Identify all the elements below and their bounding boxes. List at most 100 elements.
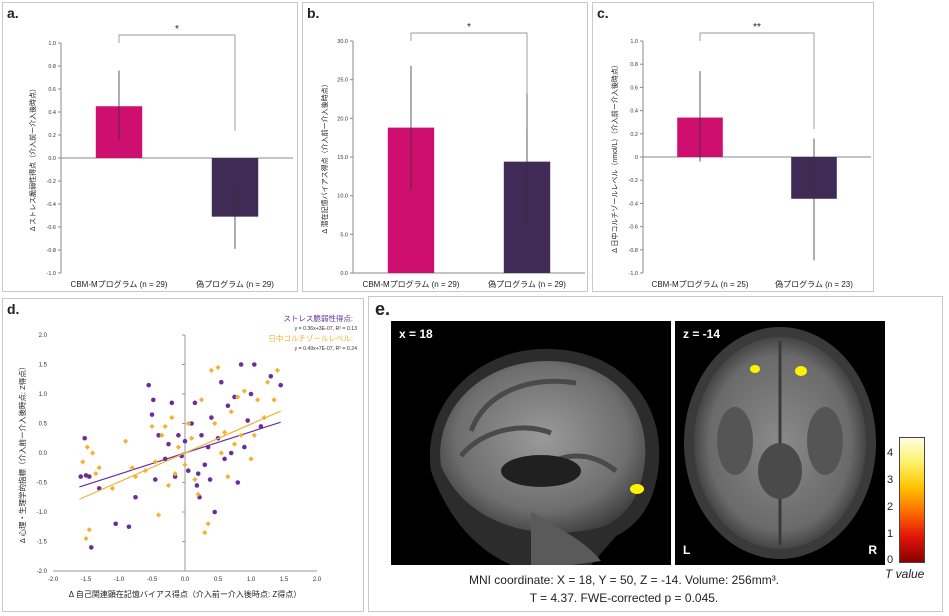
data-point-series-1 [151,397,156,403]
y-tick-label: 0.8 [630,62,638,68]
panel-e-label: e. [375,299,391,319]
left-hemisphere-marker: L [683,543,691,557]
y-tick-label: -0.8 [629,248,638,254]
data-point-series-1 [153,477,158,482]
category-label-2: 偽プログラム (n = 29) [488,279,566,289]
data-point-series-1 [169,400,175,406]
scatter-chart-d: -2.0 -1.5 -1.0 -0.5 0.0 0.5 1.0 1.5 2.0 2.0 1.5 1.0… [17,313,357,599]
data-point-series-2 [202,530,208,536]
data-point-series-2 [182,462,188,468]
data-point-series-2 [222,429,228,435]
x-tick-label: 1.5 [280,577,289,583]
data-point-series-1 [252,362,257,367]
data-point-series-1 [199,433,204,438]
bar-chart-b: 30.0 25.0 20.0 15.0 10.0 5.0 0.0 CBM-Mプログラム (n … [320,22,585,289]
data-point-series-1 [209,415,214,420]
y-tick-label: 10.0 [337,194,348,200]
data-point-series-2 [264,379,271,385]
colorbar-title: T value [885,567,925,581]
y-tick-label: 0.4 [48,110,56,116]
x-tick-label: 2.0 [313,577,322,583]
right-hemisphere-marker: R [868,543,877,557]
data-point-series-1 [162,456,168,462]
y-axis-title: Δ ストレス脆弱性得点（介入前ー介入後時点） [28,85,37,231]
brain-caption-line-1: MNI coordinate: X = 18, Y = 50, Z = -14.… [468,573,780,587]
data-point-series-1 [133,494,138,500]
data-point-series-1 [172,474,178,479]
x-tick-label: 0.5 [214,577,223,583]
data-point-series-1 [258,424,264,429]
colorbar-tick-4: 4 [887,447,894,459]
data-point-series-1 [126,524,132,530]
bar-chart-a: 1.0 0.8 0.6 0.4 0.2 0.0 -0.2 -0.4 -0.6 -0.8 -1.0 CB… [28,24,293,289]
data-point-series-2 [274,367,280,373]
x-axis-title: Δ 自己関連顕在記憶バイアス得点（介入前ー介入後時点: Z得点） [69,589,301,599]
x-tick-label: 0.0 [181,577,190,583]
data-point-series-1 [176,433,181,438]
data-point-series-2 [208,367,214,373]
colorbar-tick-2: 2 [887,501,894,513]
y-tick-label: 0 [635,155,638,161]
brain-caption-line-2: T = 4.37. FWE-corrected p = 0.045. [529,591,719,605]
data-point-series-1 [149,412,155,417]
y-tick-label: 15.0 [337,155,348,161]
data-point-series-1 [232,394,237,400]
data-point-series-1 [186,468,191,473]
colorbar-tick-1: 1 [887,528,894,540]
data-point-series-1 [113,521,118,527]
data-point-series-2 [238,432,244,438]
y-tick-label: -0.4 [629,201,638,207]
y-tick-label: 1.0 [39,392,48,398]
data-point-series-1 [192,400,198,406]
axial-activation-left [750,365,760,373]
data-point-series-2 [165,482,172,489]
y-tick-label: 0.2 [630,132,638,138]
data-point-series-1 [238,362,244,367]
data-point-series-2 [93,471,99,477]
y-tick-label: 2.0 [39,333,48,339]
y-tick-label: 30.0 [337,39,348,45]
y-tick-label: -2.0 [37,569,48,575]
colorbar-tick-0: 0 [887,554,894,566]
data-point-series-2 [83,535,89,542]
data-point-series-2 [175,444,181,450]
data-point-series-1 [82,435,87,441]
data-point-series-1 [207,477,213,482]
y-tick-label: -1.0 [37,510,48,516]
category-label-1: CBM-Mプログラム (n = 29) [71,279,168,289]
y-axis-title: Δ 潜在記憶バイアス得点（介入前ー介入後時点） [320,80,329,233]
axial-brain-slice: z = -14 L R [675,321,885,565]
significance-bracket [410,32,528,129]
trendline-2 [79,410,281,500]
data-point-series-2 [241,388,247,394]
colorbar-tick-3: 3 [887,474,894,486]
panel-a-label: a. [7,5,19,21]
t-value-colorbar [899,437,925,563]
sagittal-brain-image [429,348,660,565]
data-point-series-1 [235,480,241,485]
data-point-series-2 [235,394,241,400]
y-tick-label: 0.6 [630,85,638,91]
x-tick-label: -1.5 [81,577,92,583]
significance-bracket [699,32,815,129]
panel-a: a. 1.0 0.8 0.6 0.4 0.2 0.0 -0.2 -0.4 -0.6 -0.8 -1.… [2,2,298,292]
data-point-series-1 [195,471,201,476]
legend-series-2-name: 日中コルチゾールレベル: [268,333,353,343]
data-point-series-2 [109,485,115,491]
panel-d: d. -2.0 -1.5 -1.0 -0.5 0.0 0.5 1.0 1.5 2.0 2.0 1.5… [2,298,364,612]
x-tick-label: -0.5 [147,577,158,583]
axial-brain-image [684,327,876,559]
y-tick-label: -0.6 [47,225,56,231]
data-point-series-2 [123,438,129,444]
data-point-series-2 [149,423,155,430]
data-point-series-2 [205,521,211,527]
y-tick-label: 0.0 [340,271,348,277]
legend-series-1-name: ストレス脆弱性得点: [283,313,353,323]
panel-d-label: d. [7,301,20,317]
y-tick-label: -1.0 [629,271,638,277]
data-point-series-1 [278,382,284,388]
data-point-series-1 [212,509,217,515]
x-tick-label: -2.0 [48,577,59,583]
data-point-series-2 [248,456,254,462]
y-tick-label: -0.2 [47,179,56,185]
